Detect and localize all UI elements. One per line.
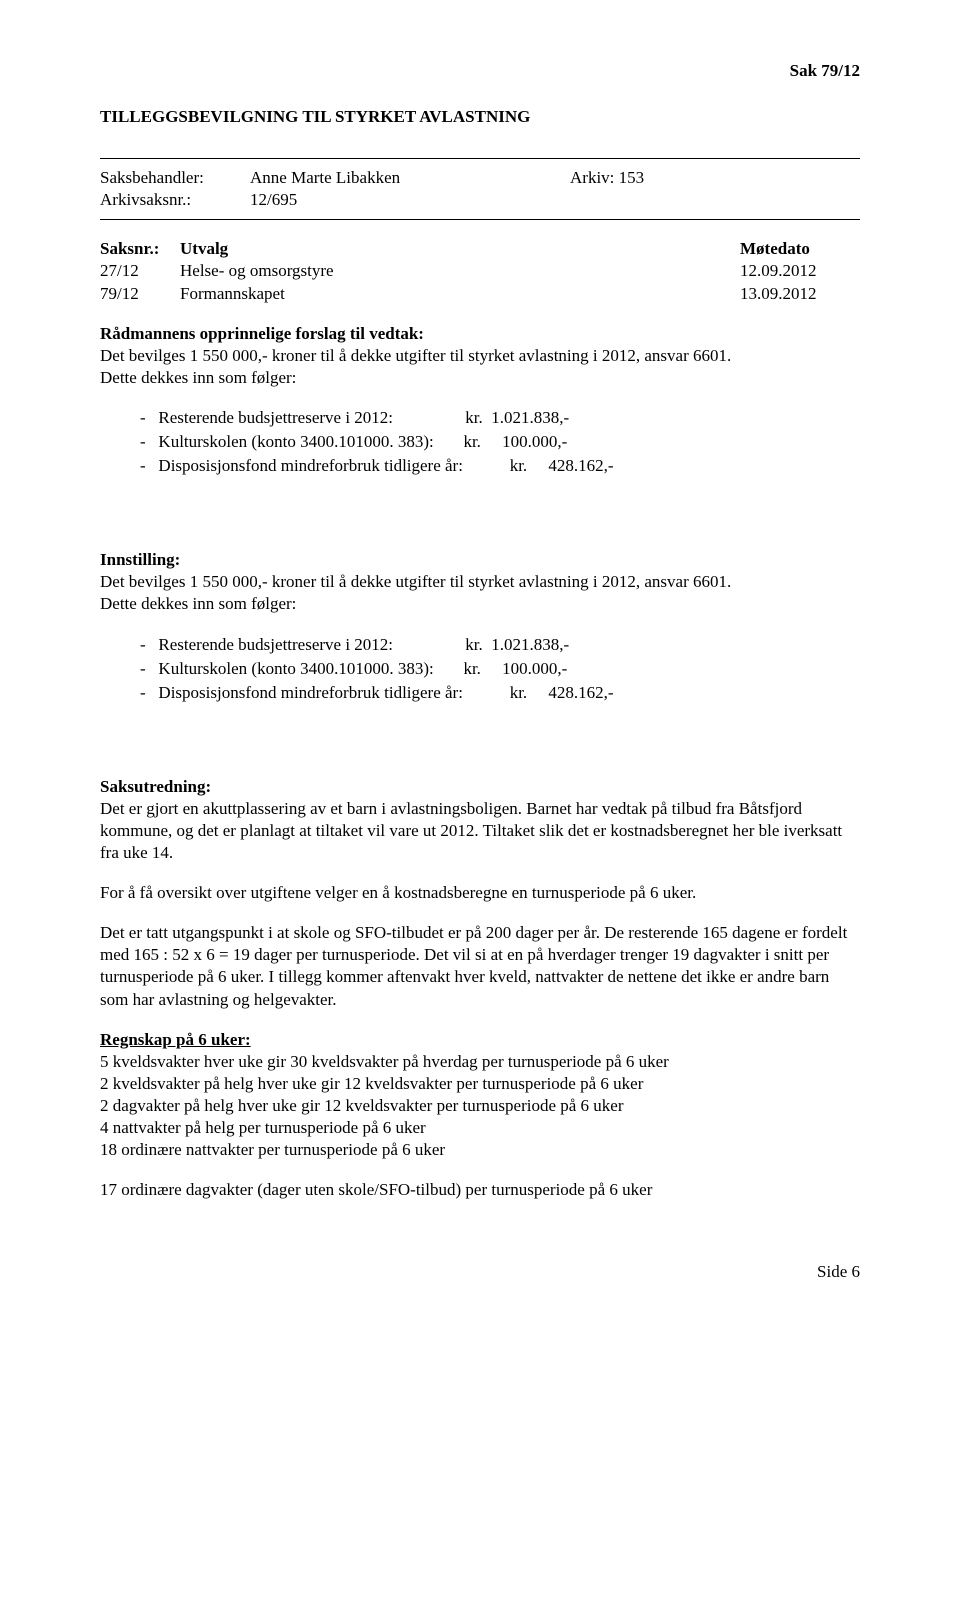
col-header-saksnr: Saksnr.:	[100, 238, 180, 260]
arkiv-label: Arkiv: 153	[570, 167, 644, 189]
meta-table: Saksbehandler: Anne Marte Libakken Arkiv…	[100, 167, 860, 211]
table-row: 79/12 Formannskapet 13.09.2012	[100, 283, 860, 305]
saksbehandler-label: Saksbehandler:	[100, 167, 250, 189]
sak-header: Saksnr.: Utvalg Møtedato	[100, 238, 860, 260]
col-header-date: Møtedato	[740, 238, 860, 260]
saksbehandler-value: Anne Marte Libakken	[250, 167, 570, 189]
col-header-utvalg: Utvalg	[180, 238, 740, 260]
radm-text1: Det bevilges 1 550 000,- kroner til å de…	[100, 345, 860, 367]
cell-date: 12.09.2012	[740, 260, 860, 282]
list-item: - Resterende budsjettreserve i 2012: kr.…	[140, 407, 860, 429]
regnskap-line: 2 kveldsvakter på helg hver uke gir 12 k…	[100, 1073, 860, 1095]
regnskap-heading: Regnskap på 6 uker:	[100, 1029, 860, 1051]
innstilling-text1: Det bevilges 1 550 000,- kroner til å de…	[100, 571, 860, 593]
saksutredning-p3: Det er tatt utgangspunkt i at skole og S…	[100, 922, 860, 1010]
innstilling-heading: Innstilling:	[100, 549, 860, 571]
regnskap-line: 5 kveldsvakter hver uke gir 30 kveldsvak…	[100, 1051, 860, 1073]
innstilling-bullet-list: - Resterende budsjettreserve i 2012: kr.…	[100, 634, 860, 704]
radm-bullet-list: - Resterende budsjettreserve i 2012: kr.…	[100, 407, 860, 477]
radmannens-heading: Rådmannens opprinnelige forslag til vedt…	[100, 323, 860, 345]
saksutredning-p1: Det er gjort en akuttplassering av et ba…	[100, 798, 860, 864]
cell-date: 13.09.2012	[740, 283, 860, 305]
cell-saksnr: 27/12	[100, 260, 180, 282]
cell-saksnr: 79/12	[100, 283, 180, 305]
list-item: - Resterende budsjettreserve i 2012: kr.…	[140, 634, 860, 656]
arkivsaksnr-label: Arkivsaksnr.:	[100, 189, 250, 211]
list-item: - Kulturskolen (konto 3400.101000. 383):…	[140, 658, 860, 680]
meta-row-arkivsaksnr: Arkivsaksnr.: 12/695	[100, 189, 860, 211]
table-row: 27/12 Helse- og omsorgstyre 12.09.2012	[100, 260, 860, 282]
arkivsaksnr-value: 12/695	[250, 189, 337, 211]
innstilling-text2: Dette dekkes inn som følger:	[100, 593, 860, 615]
page-number: Side 6	[100, 1261, 860, 1283]
cell-utvalg: Formannskapet	[180, 283, 740, 305]
list-item: - Disposisjonsfond mindreforbruk tidlige…	[140, 682, 860, 704]
divider-top	[100, 158, 860, 159]
regnskap-line: 18 ordinære nattvakter per turnusperiode…	[100, 1139, 860, 1161]
regnskap-line: 2 dagvakter på helg hver uke gir 12 kvel…	[100, 1095, 860, 1117]
list-item: - Kulturskolen (konto 3400.101000. 383):…	[140, 431, 860, 453]
regnskap-last: 17 ordinære dagvakter (dager uten skole/…	[100, 1179, 860, 1201]
divider-bottom	[100, 219, 860, 220]
cell-utvalg: Helse- og omsorgstyre	[180, 260, 740, 282]
document-title: TILLEGGSBEVILGNING TIL STYRKET AVLASTNIN…	[100, 106, 860, 128]
regnskap-line: 4 nattvakter på helg per turnusperiode p…	[100, 1117, 860, 1139]
radm-text2: Dette dekkes inn som følger:	[100, 367, 860, 389]
sak-table: Saksnr.: Utvalg Møtedato 27/12 Helse- og…	[100, 238, 860, 304]
saksutredning-p2: For å få oversikt over utgiftene velger …	[100, 882, 860, 904]
saksutredning-heading: Saksutredning:	[100, 776, 860, 798]
list-item: - Disposisjonsfond mindreforbruk tidlige…	[140, 455, 860, 477]
meta-row-saksbehandler: Saksbehandler: Anne Marte Libakken Arkiv…	[100, 167, 860, 189]
header-sak-ref: Sak 79/12	[100, 60, 860, 82]
